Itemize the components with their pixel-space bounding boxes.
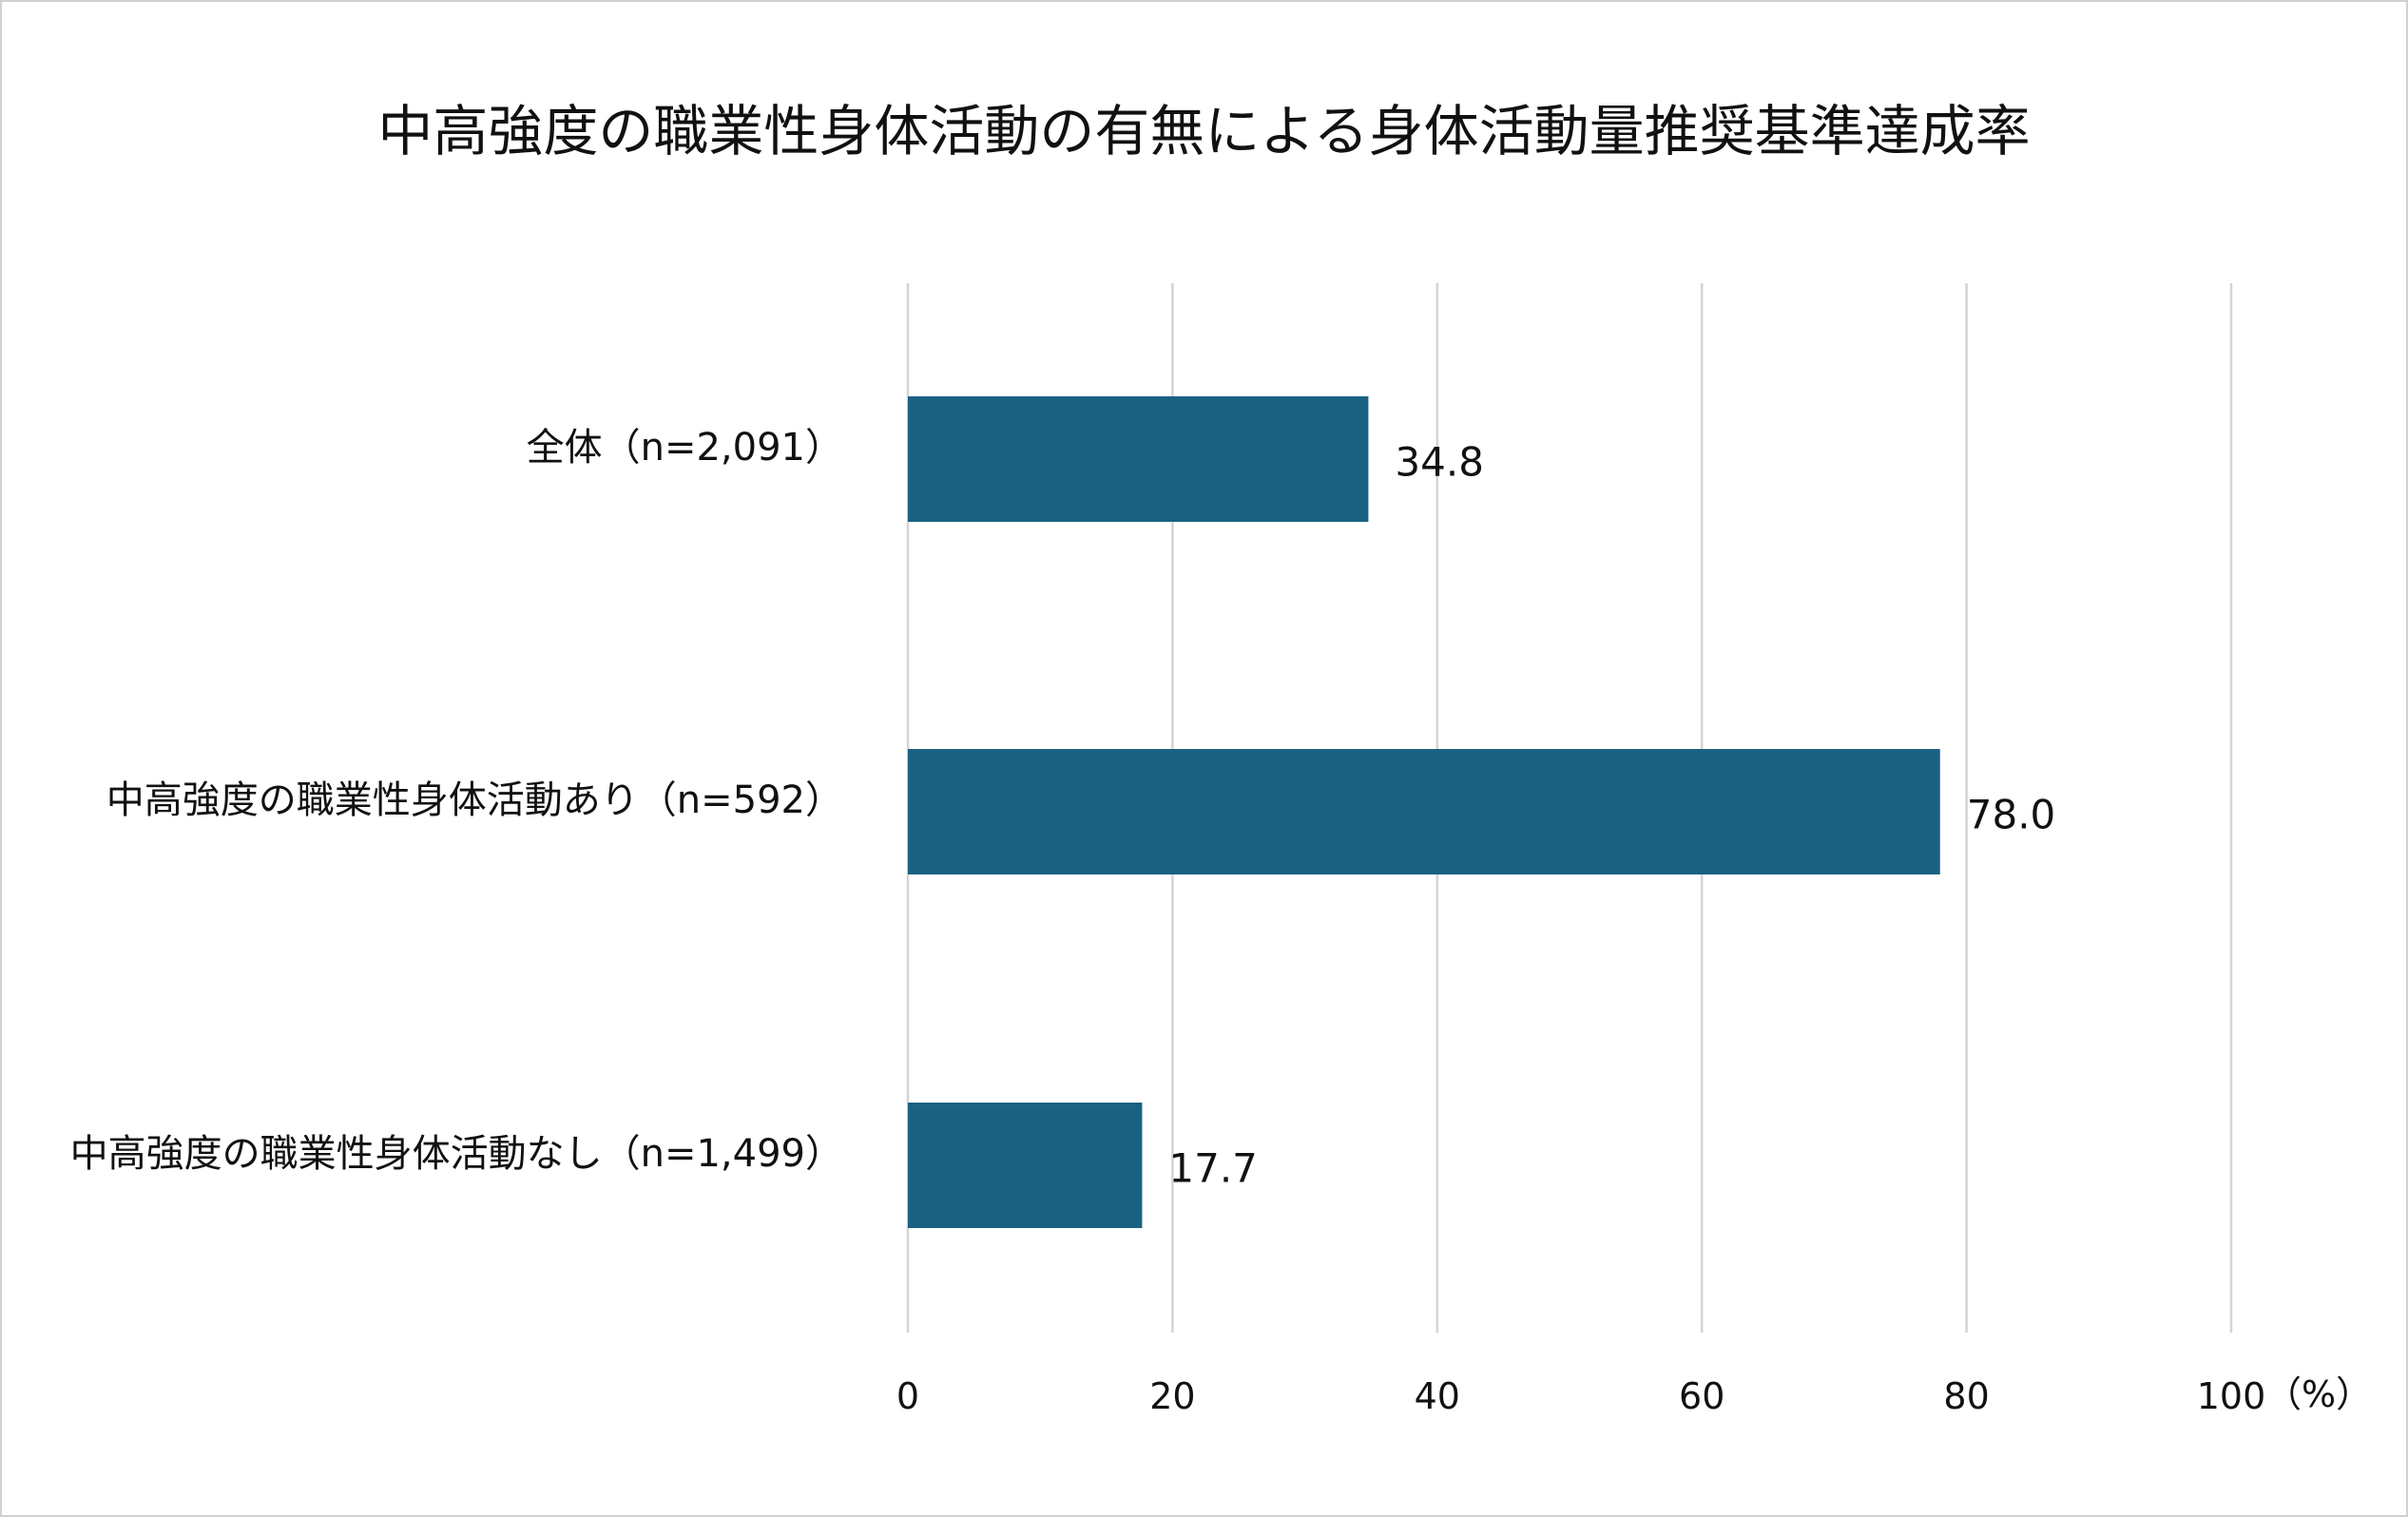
- data-label: 78.0: [1967, 792, 2056, 838]
- x-tick-label: 20: [1149, 1375, 1195, 1417]
- x-axis-ticks: 0 20 40 60 80 100 （%）: [896, 1373, 2372, 1417]
- bar: [908, 396, 1369, 522]
- category-label: 中高強度の職業性身体活動なし（n=1,499）: [70, 1132, 843, 1176]
- bars: [908, 396, 1940, 1228]
- category-label: 全体（n=2,091）: [527, 426, 843, 470]
- x-tick-label: 40: [1415, 1375, 1460, 1417]
- x-tick-label: 0: [896, 1375, 919, 1417]
- labels: 全体（n=2,091） 34.8 中高強度の職業性身体活動あり（n=592） 78.0…: [70, 426, 2056, 1192]
- x-tick-label: 60: [1679, 1375, 1724, 1417]
- bar: [908, 749, 1940, 874]
- category-label: 中高強度の職業性身体活動あり（n=592）: [106, 778, 843, 822]
- x-axis-unit-label: （%）: [2265, 1373, 2372, 1415]
- chart-title: 中高強度の職業性身体活動の有無による身体活動量推奨基準達成率: [377, 99, 2031, 163]
- bar: [908, 1103, 1143, 1228]
- data-label: 34.8: [1395, 439, 1484, 486]
- x-tick-label: 100: [2197, 1375, 2266, 1417]
- data-label: 17.7: [1168, 1145, 1258, 1192]
- x-tick-label: 80: [1943, 1375, 1989, 1417]
